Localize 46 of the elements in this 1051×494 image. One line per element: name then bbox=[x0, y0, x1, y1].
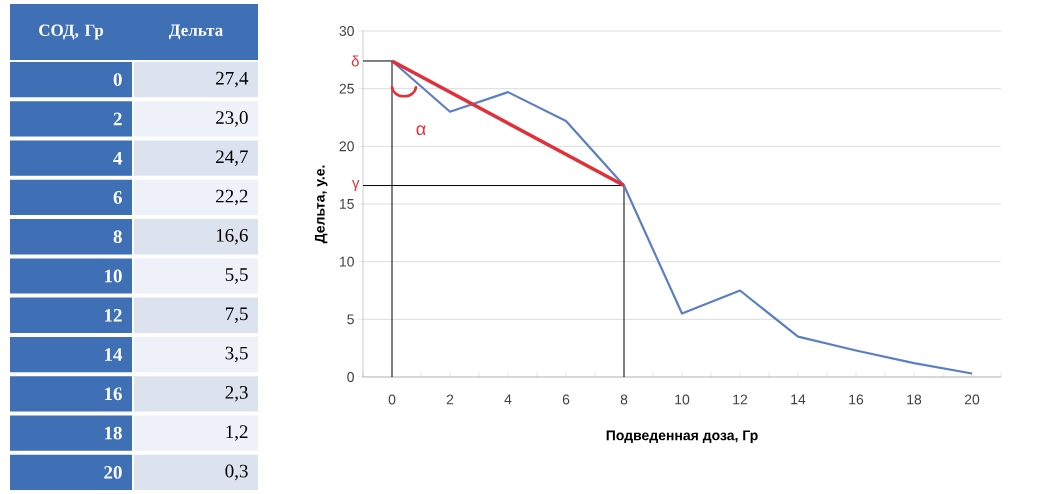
y-tick-label: 12 bbox=[105, 309, 122, 322]
data-label: 0,3 bbox=[225, 464, 248, 481]
data-label: 2,3 bbox=[225, 386, 248, 402]
x-tick-label: 12 bbox=[733, 394, 748, 405]
x-axis-title: Подведенная доза, Гр bbox=[606, 430, 758, 444]
y-tick-label: 5 bbox=[347, 314, 354, 325]
data-label: 5,5 bbox=[225, 268, 248, 284]
x-tick-label: 8 bbox=[620, 394, 628, 405]
x-tick-label: 18 bbox=[907, 394, 922, 405]
y-tick-label: 20 bbox=[104, 465, 122, 479]
y-tick-label: 2 bbox=[113, 112, 122, 126]
x-tick-label: 16 bbox=[849, 394, 864, 405]
y-tick-label: 20 bbox=[339, 141, 354, 152]
y-tick-label: 10 bbox=[339, 256, 354, 267]
annotation: α bbox=[416, 125, 426, 136]
data-label: 24,7 bbox=[216, 150, 248, 166]
x-tick-label: 10 bbox=[675, 394, 690, 405]
x-tick-label: 6 bbox=[562, 394, 570, 405]
x-tick-label: 2 bbox=[446, 394, 454, 405]
x-tick-label: 20 bbox=[964, 394, 980, 405]
data-label: 27,4 bbox=[216, 71, 249, 88]
y-tick-label: 0 bbox=[347, 372, 354, 382]
x-tick-label: 0 bbox=[388, 394, 396, 405]
y-tick-label: 6 bbox=[113, 191, 122, 204]
y-tick-label: 18 bbox=[105, 426, 122, 440]
y-tick-label: 15 bbox=[339, 199, 354, 209]
y-axis-title: СОД, Гр bbox=[39, 24, 104, 40]
x-tick-label: Дельта bbox=[168, 24, 223, 40]
y-tick-label: 10 bbox=[105, 269, 122, 283]
x-tick-label: 14 bbox=[791, 394, 806, 405]
data-label: 22,2 bbox=[216, 189, 248, 206]
x-tick-label: 4 bbox=[504, 394, 512, 405]
data-label: 7,5 bbox=[225, 307, 248, 323]
y-tick-label: 0 bbox=[113, 73, 122, 86]
y-axis-title: Дельта, у.е. bbox=[314, 165, 328, 244]
ref-line-label: γ bbox=[352, 180, 360, 192]
y-tick-label: 8 bbox=[113, 230, 122, 244]
data-label: 3,5 bbox=[225, 346, 248, 363]
data-label: 23,0 bbox=[216, 111, 248, 127]
data-label: 1,2 bbox=[226, 425, 248, 441]
y-tick-label: 30 bbox=[339, 26, 354, 36]
y-tick-label: 25 bbox=[339, 83, 354, 94]
data-label: 16,6 bbox=[216, 228, 248, 245]
y-tick-label: 14 bbox=[105, 348, 123, 361]
ref-line-label: δ bbox=[351, 55, 359, 67]
y-tick-label: 4 bbox=[113, 151, 123, 165]
